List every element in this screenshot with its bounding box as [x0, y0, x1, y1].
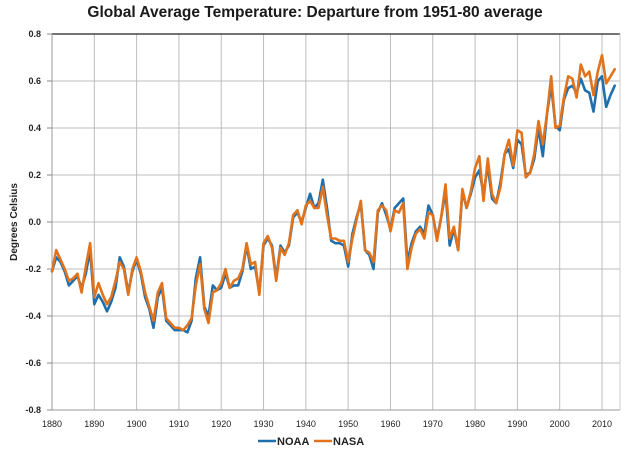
- x-tick-label: 1950: [338, 419, 358, 429]
- x-tick-label: 1960: [380, 419, 400, 429]
- series-lines: [50, 53, 617, 334]
- chart-title: Global Average Temperature: Departure fr…: [87, 4, 543, 21]
- x-tick-label: 1900: [127, 419, 147, 429]
- series-line-nasa: [50, 53, 617, 332]
- x-tick-label: 1990: [507, 419, 527, 429]
- grid-lines: [52, 34, 620, 410]
- x-tick-label: 1910: [169, 419, 189, 429]
- x-tick-label: 1880: [42, 419, 62, 429]
- x-axis-ticks: 1880 1890 1900 1910 1920 1930 1940 1950 1960 1970…: [42, 419, 612, 429]
- x-tick-label: 1980: [465, 419, 485, 429]
- x-tick-label: 2000: [550, 419, 570, 429]
- x-tick-label: 1920: [211, 419, 231, 429]
- x-tick-label: 2010: [592, 419, 612, 429]
- y-tick-label: 0.4: [28, 123, 41, 133]
- y-tick-label: -0.2: [25, 264, 41, 274]
- x-tick-label: 1940: [296, 419, 316, 429]
- y-tick-label: 0.6: [28, 76, 41, 86]
- y-tick-label: -0.8: [25, 405, 41, 415]
- x-tick-label: 1930: [254, 419, 274, 429]
- y-axis-ticks: 0.8 0.6 0.4 0.2 0.0 -0.2 -0.4 -0.6 -0.8: [25, 29, 52, 415]
- y-tick-label: 0.2: [28, 170, 41, 180]
- y-tick-label: -0.4: [25, 311, 41, 321]
- legend-label-nasa: NASA: [333, 436, 364, 448]
- x-tick-label: 1890: [84, 419, 104, 429]
- y-tick-label: 0.0: [28, 217, 41, 227]
- y-tick-label: 0.8: [28, 29, 41, 39]
- y-tick-label: -0.6: [25, 358, 41, 368]
- x-tick-label: 1970: [423, 419, 443, 429]
- legend: NOAA NASA: [258, 436, 364, 448]
- legend-label-noaa: NOAA: [277, 436, 309, 448]
- y-axis-label: Degrees Celsius: [9, 183, 20, 261]
